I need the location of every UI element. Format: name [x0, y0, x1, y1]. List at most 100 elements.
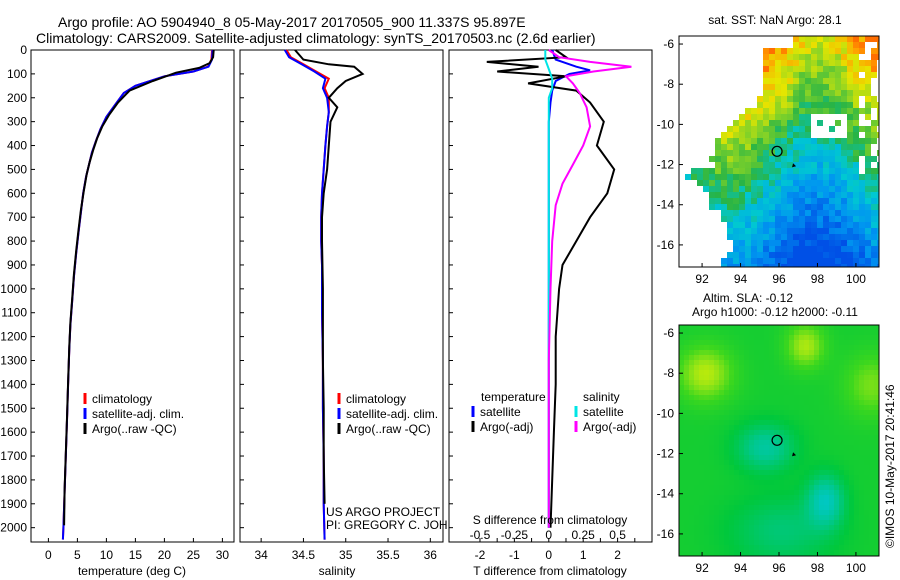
- sla-cell: [794, 515, 799, 520]
- sla-cell: [739, 380, 744, 385]
- sla-cell: [709, 485, 714, 490]
- sst-cell: [745, 138, 751, 144]
- sla-cell: [764, 485, 769, 490]
- sla-cell: [689, 440, 694, 445]
- sla-cell: [819, 345, 824, 350]
- sst-cell: [829, 66, 835, 72]
- sla-cell: [689, 340, 694, 345]
- sst-cell: [781, 210, 787, 216]
- sst-cell: [847, 168, 853, 174]
- sla-cell: [869, 470, 874, 475]
- sst-cell: [775, 228, 781, 234]
- sst-cell: [853, 96, 859, 102]
- sst-cell: [835, 42, 841, 48]
- sla-cell: [814, 540, 819, 545]
- sst-cell: [877, 54, 879, 60]
- sst-cell: [847, 36, 853, 42]
- sst-cell: [787, 246, 793, 252]
- sla-cell: [689, 380, 694, 385]
- sla-cell: [849, 455, 854, 460]
- sla-cell: [769, 345, 774, 350]
- sla-cell: [804, 440, 809, 445]
- sst-cell: [835, 210, 841, 216]
- sla-cell: [744, 445, 749, 450]
- sst-cell: [853, 180, 859, 186]
- sla-cell: [694, 460, 699, 465]
- sla-cell: [784, 480, 789, 485]
- sla-cell: [749, 440, 754, 445]
- sla-cell: [684, 455, 689, 460]
- sla-cell: [849, 485, 854, 490]
- sla-cell: [719, 480, 724, 485]
- sla-cell: [679, 455, 684, 460]
- sla-cell: [679, 425, 684, 430]
- sla-cell: [739, 490, 744, 495]
- sla-cell: [709, 465, 714, 470]
- sst-cell: [847, 180, 853, 186]
- sla-cell: [824, 420, 829, 425]
- map-x-tick-label: 96: [772, 561, 786, 575]
- sla-cell: [769, 490, 774, 495]
- sla-cell: [819, 465, 824, 470]
- sla-cell: [874, 335, 879, 340]
- depth-tick-label: 1100: [1, 306, 27, 320]
- sla-cell: [704, 370, 709, 375]
- sla-cell: [734, 485, 739, 490]
- legend-label: climatology: [92, 392, 152, 406]
- sla-cell: [864, 380, 869, 385]
- sla-cell: [704, 455, 709, 460]
- sla-cell: [814, 355, 819, 360]
- sla-cell: [769, 445, 774, 450]
- sla-cell: [719, 520, 724, 525]
- sla-cell: [724, 420, 729, 425]
- sla-cell: [684, 480, 689, 485]
- s-difference-label: S difference from climatology: [473, 513, 628, 527]
- sla-cell: [709, 330, 714, 335]
- sst-cell: [805, 144, 811, 150]
- sla-cell: [794, 340, 799, 345]
- sst-cell: [769, 180, 775, 186]
- sla-cell: [759, 375, 764, 380]
- sla-cell: [874, 350, 879, 355]
- sla-cell: [769, 505, 774, 510]
- sla-cell: [739, 330, 744, 335]
- sla-cell: [774, 495, 779, 500]
- sla-cell: [849, 365, 854, 370]
- sla-cell: [684, 340, 689, 345]
- sla-cell: [874, 510, 879, 515]
- sla-cell: [739, 365, 744, 370]
- sla-cell: [739, 445, 744, 450]
- sla-cell: [869, 350, 874, 355]
- sst-cell: [859, 84, 865, 90]
- sla-cell: [724, 450, 729, 455]
- sla-cell: [714, 490, 719, 495]
- sla-cell: [714, 405, 719, 410]
- sla-cell: [854, 520, 859, 525]
- sla-cell: [829, 415, 834, 420]
- sla-cell: [799, 465, 804, 470]
- sst-cell: [793, 90, 799, 96]
- s-tick-label: -0.25: [501, 528, 529, 542]
- sst-cell: [769, 90, 775, 96]
- sst-cell: [865, 186, 871, 192]
- sla-cell: [819, 530, 824, 535]
- sla-cell: [719, 525, 724, 530]
- sla-cell: [679, 340, 684, 345]
- sla-cell: [774, 485, 779, 490]
- sla-cell: [729, 410, 734, 415]
- sst-cell: [745, 162, 751, 168]
- sla-cell: [679, 365, 684, 370]
- sst-cell: [853, 204, 859, 210]
- sla-cell: [809, 520, 814, 525]
- sla-cell: [694, 450, 699, 455]
- sla-cell: [809, 365, 814, 370]
- sla-cell: [829, 450, 834, 455]
- sla-cell: [699, 330, 704, 335]
- sst-cell: [745, 108, 751, 114]
- sst-cell: [871, 36, 877, 42]
- sla-cell: [774, 430, 779, 435]
- sla-cell: [734, 360, 739, 365]
- sst-cell: [853, 156, 859, 162]
- sla-cell: [869, 440, 874, 445]
- sla-cell: [799, 385, 804, 390]
